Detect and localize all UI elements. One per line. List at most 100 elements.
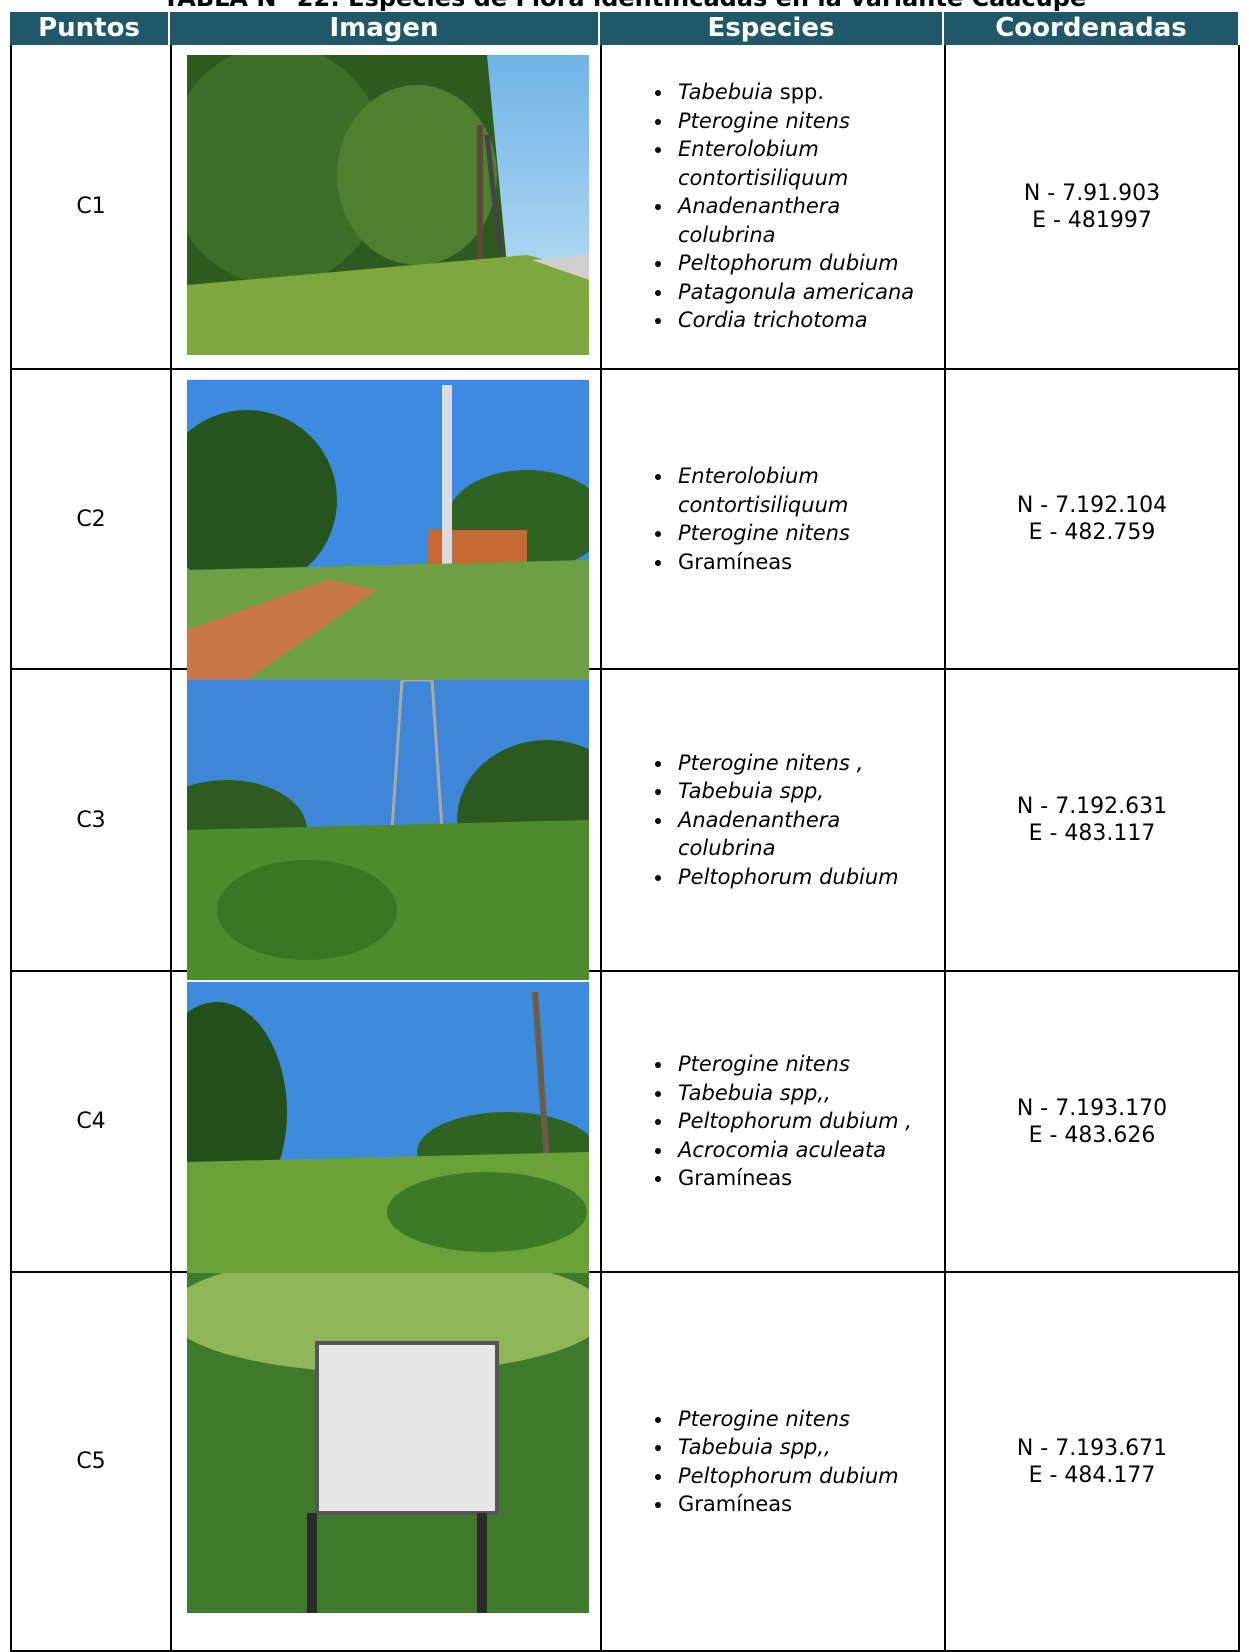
species-name: Peltophorum dubium , xyxy=(678,1109,912,1134)
species-list: Pterogine nitens , Tabebuia spp, Anadenant… xyxy=(640,749,934,892)
species-name: Tabebuia spp,, xyxy=(678,1435,831,1459)
point-cell: C1 xyxy=(10,45,170,370)
species-list: Pterogine nitens Tabebuia spp,, Peltophoru… xyxy=(640,1405,934,1519)
species-item: Gramíneas xyxy=(674,1490,934,1519)
species-cell: Pterogine nitens , Tabebuia spp, Anadenant… xyxy=(600,670,944,972)
image-cell xyxy=(170,45,600,370)
point-label: C4 xyxy=(76,1109,106,1134)
species-item: Pterogine nitens , xyxy=(674,749,934,778)
species-item: Anadenanthera colubrina xyxy=(674,806,934,863)
species-cell: Enterolobium contortisiliquum Pterogine n… xyxy=(600,370,944,670)
photo xyxy=(187,1273,589,1613)
image-cell xyxy=(170,972,600,1282)
species-item: Gramíneas xyxy=(674,548,934,577)
species-item: Peltophorum dubium xyxy=(674,1462,934,1491)
point-label: C5 xyxy=(76,1449,106,1474)
coordinate: N - 7.192.631 xyxy=(1016,794,1168,819)
species-name: Pterogine nitens xyxy=(678,1406,850,1431)
species-item: Enterolobium contortisiliquum xyxy=(674,135,934,192)
species-name: Gramíneas xyxy=(678,1166,793,1191)
species-name: Tabebuia xyxy=(678,80,774,105)
species-list: Tabebuia spp.Pterogine nitensEnterolobiu… xyxy=(640,78,934,335)
species-name: Gramíneas xyxy=(678,549,793,574)
coordinate: E - 483.117 xyxy=(1028,821,1156,846)
coordinates-cell: N - 7.192.104 E - 482.759 xyxy=(944,370,1240,670)
species-item: Peltophorum dubium xyxy=(674,863,934,892)
image-cell xyxy=(170,1273,600,1652)
species-name: Enterolobium contortisiliquum xyxy=(678,464,849,517)
coordinates-cell: N - 7.193.671 E - 484.177 xyxy=(944,1273,1240,1652)
point-label: C3 xyxy=(76,807,106,833)
species-cell: Pterogine nitens Tabebuia spp,, Peltophoru… xyxy=(600,1273,944,1652)
species-name: Peltophorum dubium xyxy=(678,1463,899,1488)
species-item: Tabebuia spp, xyxy=(674,777,934,806)
species-cell: Tabebuia spp.Pterogine nitensEnterolobiu… xyxy=(600,45,944,370)
species-name: Patagonula americana xyxy=(678,279,915,304)
photo xyxy=(187,680,589,980)
species-item: Pterogine nitens xyxy=(674,519,934,548)
image-cell xyxy=(170,670,600,980)
species-item: Pterogine nitens xyxy=(674,1405,934,1434)
species-name: Cordia trichotoma xyxy=(678,308,868,333)
species-name: Enterolobium contortisiliquum xyxy=(678,137,849,190)
coordinates-cell: N - 7.91.903 E - 481997 xyxy=(944,45,1240,370)
image-cell xyxy=(170,370,600,680)
species-item: Pterogine nitens xyxy=(674,107,934,136)
species-item: Pterogine nitens xyxy=(674,1050,934,1079)
photo-scene xyxy=(187,982,589,1282)
species-item: Cordia trichotoma xyxy=(674,306,934,335)
species-name: Peltophorum dubium xyxy=(678,864,899,889)
species-suffix: spp. xyxy=(779,80,825,105)
coordinate: E - 483.626 xyxy=(1028,1122,1156,1148)
species-item: Patagonula americana xyxy=(674,278,934,307)
species-name: Acrocomia aculeata xyxy=(678,1137,887,1162)
species-item: Tabebuia spp,, xyxy=(674,1079,934,1108)
species-list: Enterolobium contortisiliquum Pterogine n… xyxy=(640,462,934,576)
species-name: Pterogine nitens xyxy=(678,1052,850,1077)
species-item: Peltophorum dubium xyxy=(674,249,934,278)
photo xyxy=(187,55,589,355)
page: {"title": "TABLA N° 22: Especies de Flor… xyxy=(0,0,1249,1611)
table-title: TABLA N° 22: Especies de Flora identific… xyxy=(0,0,1249,12)
species-item: Gramíneas xyxy=(674,1164,934,1193)
species-name: Pterogine nitens , xyxy=(678,750,864,775)
coordinate: N - 7.193.170 xyxy=(1016,1095,1168,1121)
species-item: Enterolobium contortisiliquum xyxy=(674,462,934,519)
photo-scene xyxy=(187,1273,589,1613)
species-cell: Pterogine nitens Tabebuia spp,, Peltophoru… xyxy=(600,972,944,1273)
coordinate: N - 7.91.903 xyxy=(1023,180,1161,206)
photo xyxy=(187,380,589,680)
photo-scene xyxy=(187,55,589,355)
point-label: C2 xyxy=(76,506,106,532)
species-item: Peltophorum dubium , xyxy=(674,1107,934,1136)
species-name: Peltophorum dubium xyxy=(678,251,899,276)
coordinates-cell: N - 7.193.170 E - 483.626 xyxy=(944,972,1240,1273)
column-header: Coordenadas xyxy=(944,12,1240,45)
species-name: Anadenanthera colubrina xyxy=(678,807,841,861)
species-name: Gramíneas xyxy=(678,1492,793,1516)
column-header: Especies xyxy=(600,12,944,45)
point-cell: C5 xyxy=(10,1273,170,1652)
point-cell: C4 xyxy=(10,972,170,1273)
species-list: Pterogine nitens Tabebuia spp,, Peltophoru… xyxy=(640,1050,934,1193)
point-label: C1 xyxy=(76,194,106,219)
point-cell: C3 xyxy=(10,670,170,972)
species-item: Acrocomia aculeata xyxy=(674,1136,934,1165)
species-item: Tabebuia spp. xyxy=(674,78,934,107)
photo-scene xyxy=(187,680,589,980)
photo xyxy=(187,982,589,1282)
species-name: Anadenanthera colubrina xyxy=(678,194,841,247)
coordinate: E - 482.759 xyxy=(1028,520,1156,545)
coordinates-cell: N - 7.192.631 E - 483.117 xyxy=(944,670,1240,972)
point-cell: C2 xyxy=(10,370,170,670)
species-item: Anadenanthera colubrina xyxy=(674,192,934,249)
coordinate: N - 7.192.104 xyxy=(1016,493,1168,518)
coordinate: E - 481997 xyxy=(1032,207,1152,233)
coordinate: E - 484.177 xyxy=(1028,1462,1156,1488)
species-name: Tabebuia spp,, xyxy=(678,1080,831,1105)
column-header: Imagen xyxy=(170,12,600,45)
coordinate: N - 7.193.671 xyxy=(1016,1435,1168,1461)
species-name: Tabebuia spp, xyxy=(678,779,825,804)
column-header: Puntos xyxy=(10,12,170,45)
species-item: Tabebuia spp,, xyxy=(674,1433,934,1462)
